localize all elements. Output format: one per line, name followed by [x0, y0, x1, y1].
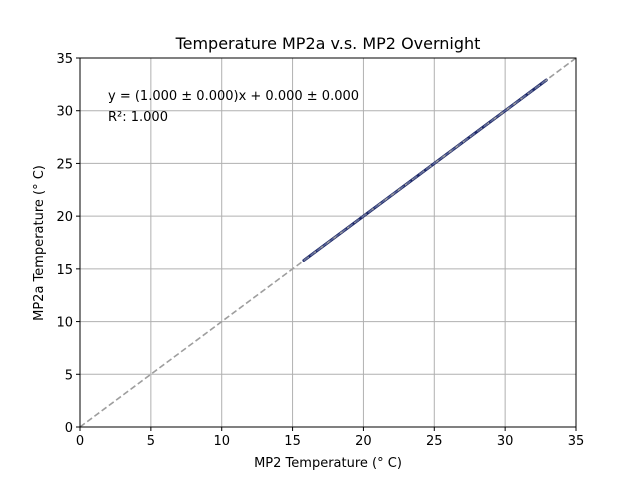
- fit-line-overlay: [303, 79, 547, 261]
- x-tick-label: 10: [213, 434, 230, 449]
- y-tick-label: 30: [56, 105, 73, 120]
- y-tick-label: 20: [56, 210, 73, 225]
- x-tick-label: 15: [284, 434, 301, 449]
- grid: [79, 57, 577, 428]
- plot-frame: [79, 57, 577, 428]
- x-tick-label: 35: [568, 434, 585, 449]
- chart-title: Temperature MP2a v.s. MP2 Overnight: [175, 34, 481, 53]
- x-tick-label: 0: [76, 434, 84, 449]
- y-tick-label: 15: [56, 263, 73, 278]
- x-axis-label: MP2 Temperature (° C): [254, 456, 402, 471]
- x-tick-label: 25: [426, 434, 443, 449]
- x-tick-label: 5: [147, 434, 155, 449]
- y-tick-label: 25: [56, 157, 73, 172]
- y-tick-label: 10: [56, 316, 73, 331]
- series-group: [79, 57, 577, 428]
- fit-equation-annotation: y = (1.000 ± 0.000)x + 0.000 ± 0.000: [108, 89, 359, 104]
- x-tick-label: 30: [497, 434, 514, 449]
- y-tick-label: 0: [65, 421, 73, 436]
- y-tick-label: 5: [65, 368, 73, 383]
- r-squared-annotation: R²: 1.000: [108, 110, 168, 125]
- y-tick-label: 35: [56, 52, 73, 67]
- x-tick-label: 20: [355, 434, 372, 449]
- y-axis-label: MP2a Temperature (° C): [32, 165, 47, 321]
- ticks: 0 5 10 15 20 25 30 35 0 5 10 15 20 25 30 35: [56, 52, 584, 449]
